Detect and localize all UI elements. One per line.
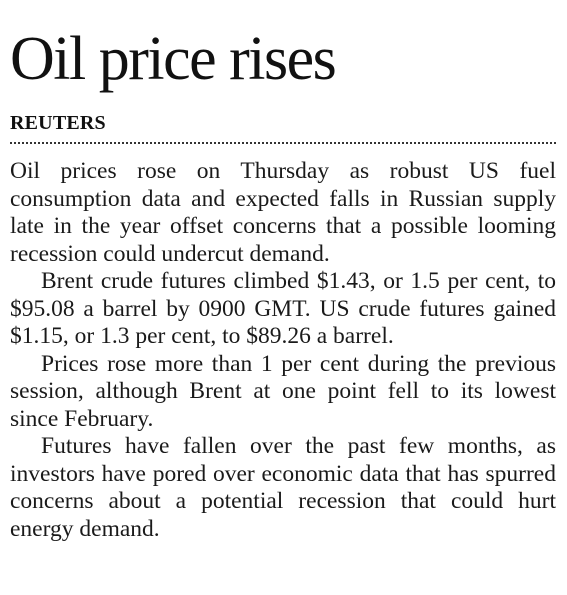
paragraph-recession-concerns: Futures have fallen over the past few mo… [10, 433, 556, 542]
article-body: Oil prices rose on Thursday as robust US… [10, 158, 556, 543]
news-article: Oil price rises REUTERS Oil prices rose … [10, 0, 556, 543]
paragraph-previous-session: Prices rose more than 1 per cent during … [10, 350, 556, 432]
paragraph-lead: Oil prices rose on Thursday as robust US… [10, 158, 556, 267]
article-headline: Oil price rises [10, 25, 337, 93]
article-byline: REUTERS [10, 112, 106, 134]
paragraph-brent-futures: Brent crude futures climbed $1.43, or 1.… [10, 268, 556, 349]
dotted-divider [10, 142, 556, 144]
